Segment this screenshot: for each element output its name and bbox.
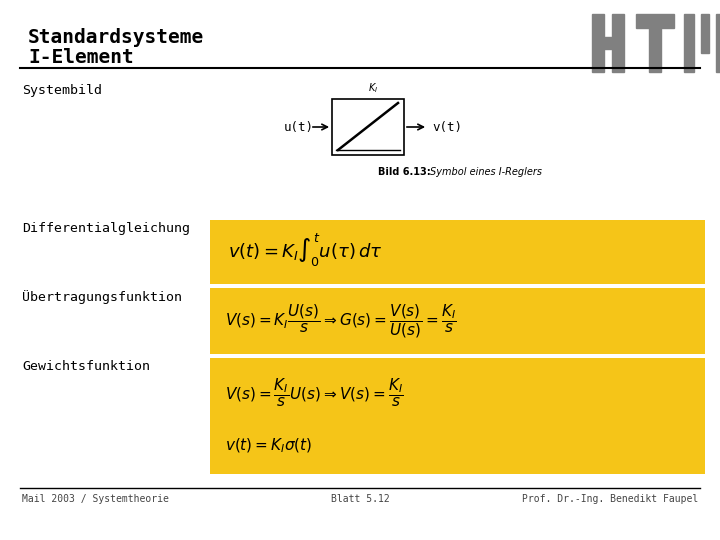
Text: Übertragungsfunktion: Übertragungsfunktion xyxy=(22,290,182,304)
Bar xyxy=(612,14,624,72)
Bar xyxy=(684,14,694,72)
Text: $V(s) = \dfrac{K_I}{s}U(s) \Rightarrow V(s) = \dfrac{K_I}{s}$: $V(s) = \dfrac{K_I}{s}U(s) \Rightarrow V… xyxy=(225,377,404,409)
Bar xyxy=(332,99,404,155)
Bar xyxy=(210,358,705,474)
Text: Bild 6.13:: Bild 6.13: xyxy=(378,167,431,177)
Text: Differentialgleichung: Differentialgleichung xyxy=(22,222,190,235)
Text: I-Element: I-Element xyxy=(28,48,134,67)
Text: Standardsysteme: Standardsysteme xyxy=(28,28,204,47)
Text: Prof. Dr.-Ing. Benedikt Faupel: Prof. Dr.-Ing. Benedikt Faupel xyxy=(522,494,698,504)
Text: $V(s) = K_I\dfrac{U(s)}{s} \Rightarrow G(s) = \dfrac{V(s)}{U(s)} = \dfrac{K_I}{s: $V(s) = K_I\dfrac{U(s)}{s} \Rightarrow G… xyxy=(225,302,457,340)
Bar xyxy=(716,14,720,72)
Text: v(t): v(t) xyxy=(432,120,462,133)
Text: $K_I$: $K_I$ xyxy=(368,81,378,95)
Text: Mail 2003 / Systemtheorie: Mail 2003 / Systemtheorie xyxy=(22,494,169,504)
Bar xyxy=(636,14,674,28)
Text: $v(t) = K_I\sigma(t)$: $v(t) = K_I\sigma(t)$ xyxy=(225,437,312,455)
Bar xyxy=(210,220,705,284)
Text: Systembild: Systembild xyxy=(22,84,102,97)
Bar xyxy=(592,14,604,72)
Text: $v(t) = K_I\int_0^t u(\tau)\,d\tau$: $v(t) = K_I\int_0^t u(\tau)\,d\tau$ xyxy=(228,232,382,268)
Text: Symbol eines I-Reglers: Symbol eines I-Reglers xyxy=(430,167,542,177)
Text: Blatt 5.12: Blatt 5.12 xyxy=(330,494,390,504)
Bar xyxy=(649,28,661,72)
Text: u(t): u(t) xyxy=(284,120,314,133)
Bar xyxy=(604,37,612,49)
Text: Gewichtsfunktion: Gewichtsfunktion xyxy=(22,360,150,373)
Bar xyxy=(210,288,705,354)
Bar xyxy=(701,14,709,53)
